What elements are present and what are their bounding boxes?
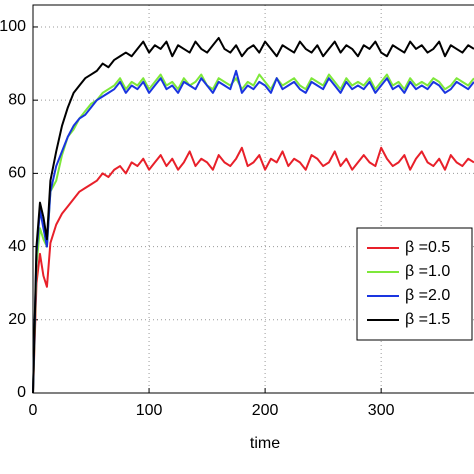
x-tick-label: 300 [368, 402, 395, 419]
x-tick-label: 200 [252, 402, 279, 419]
legend-label: β =0.5 [405, 239, 450, 256]
y-tick-label: 0 [17, 384, 26, 401]
axis-frame [32, 4, 474, 394]
data-line [32, 69, 474, 394]
legend-label: β =1.5 [405, 311, 450, 328]
legend-label: β =2.0 [405, 287, 450, 304]
x-tick-label: 100 [136, 402, 163, 419]
data-line [32, 36, 474, 394]
data-line [32, 146, 474, 394]
y-tick-label: 20 [8, 311, 26, 328]
y-tick-label: 100 [0, 18, 26, 35]
x-tick-label: 0 [29, 402, 38, 419]
legend-label: β =1.0 [405, 263, 450, 280]
x-axis-label: time [250, 435, 280, 452]
legend-box [356, 227, 473, 341]
y-tick-label: 80 [8, 91, 26, 108]
y-tick-label: 60 [8, 165, 26, 182]
y-tick-label: 40 [8, 238, 26, 255]
